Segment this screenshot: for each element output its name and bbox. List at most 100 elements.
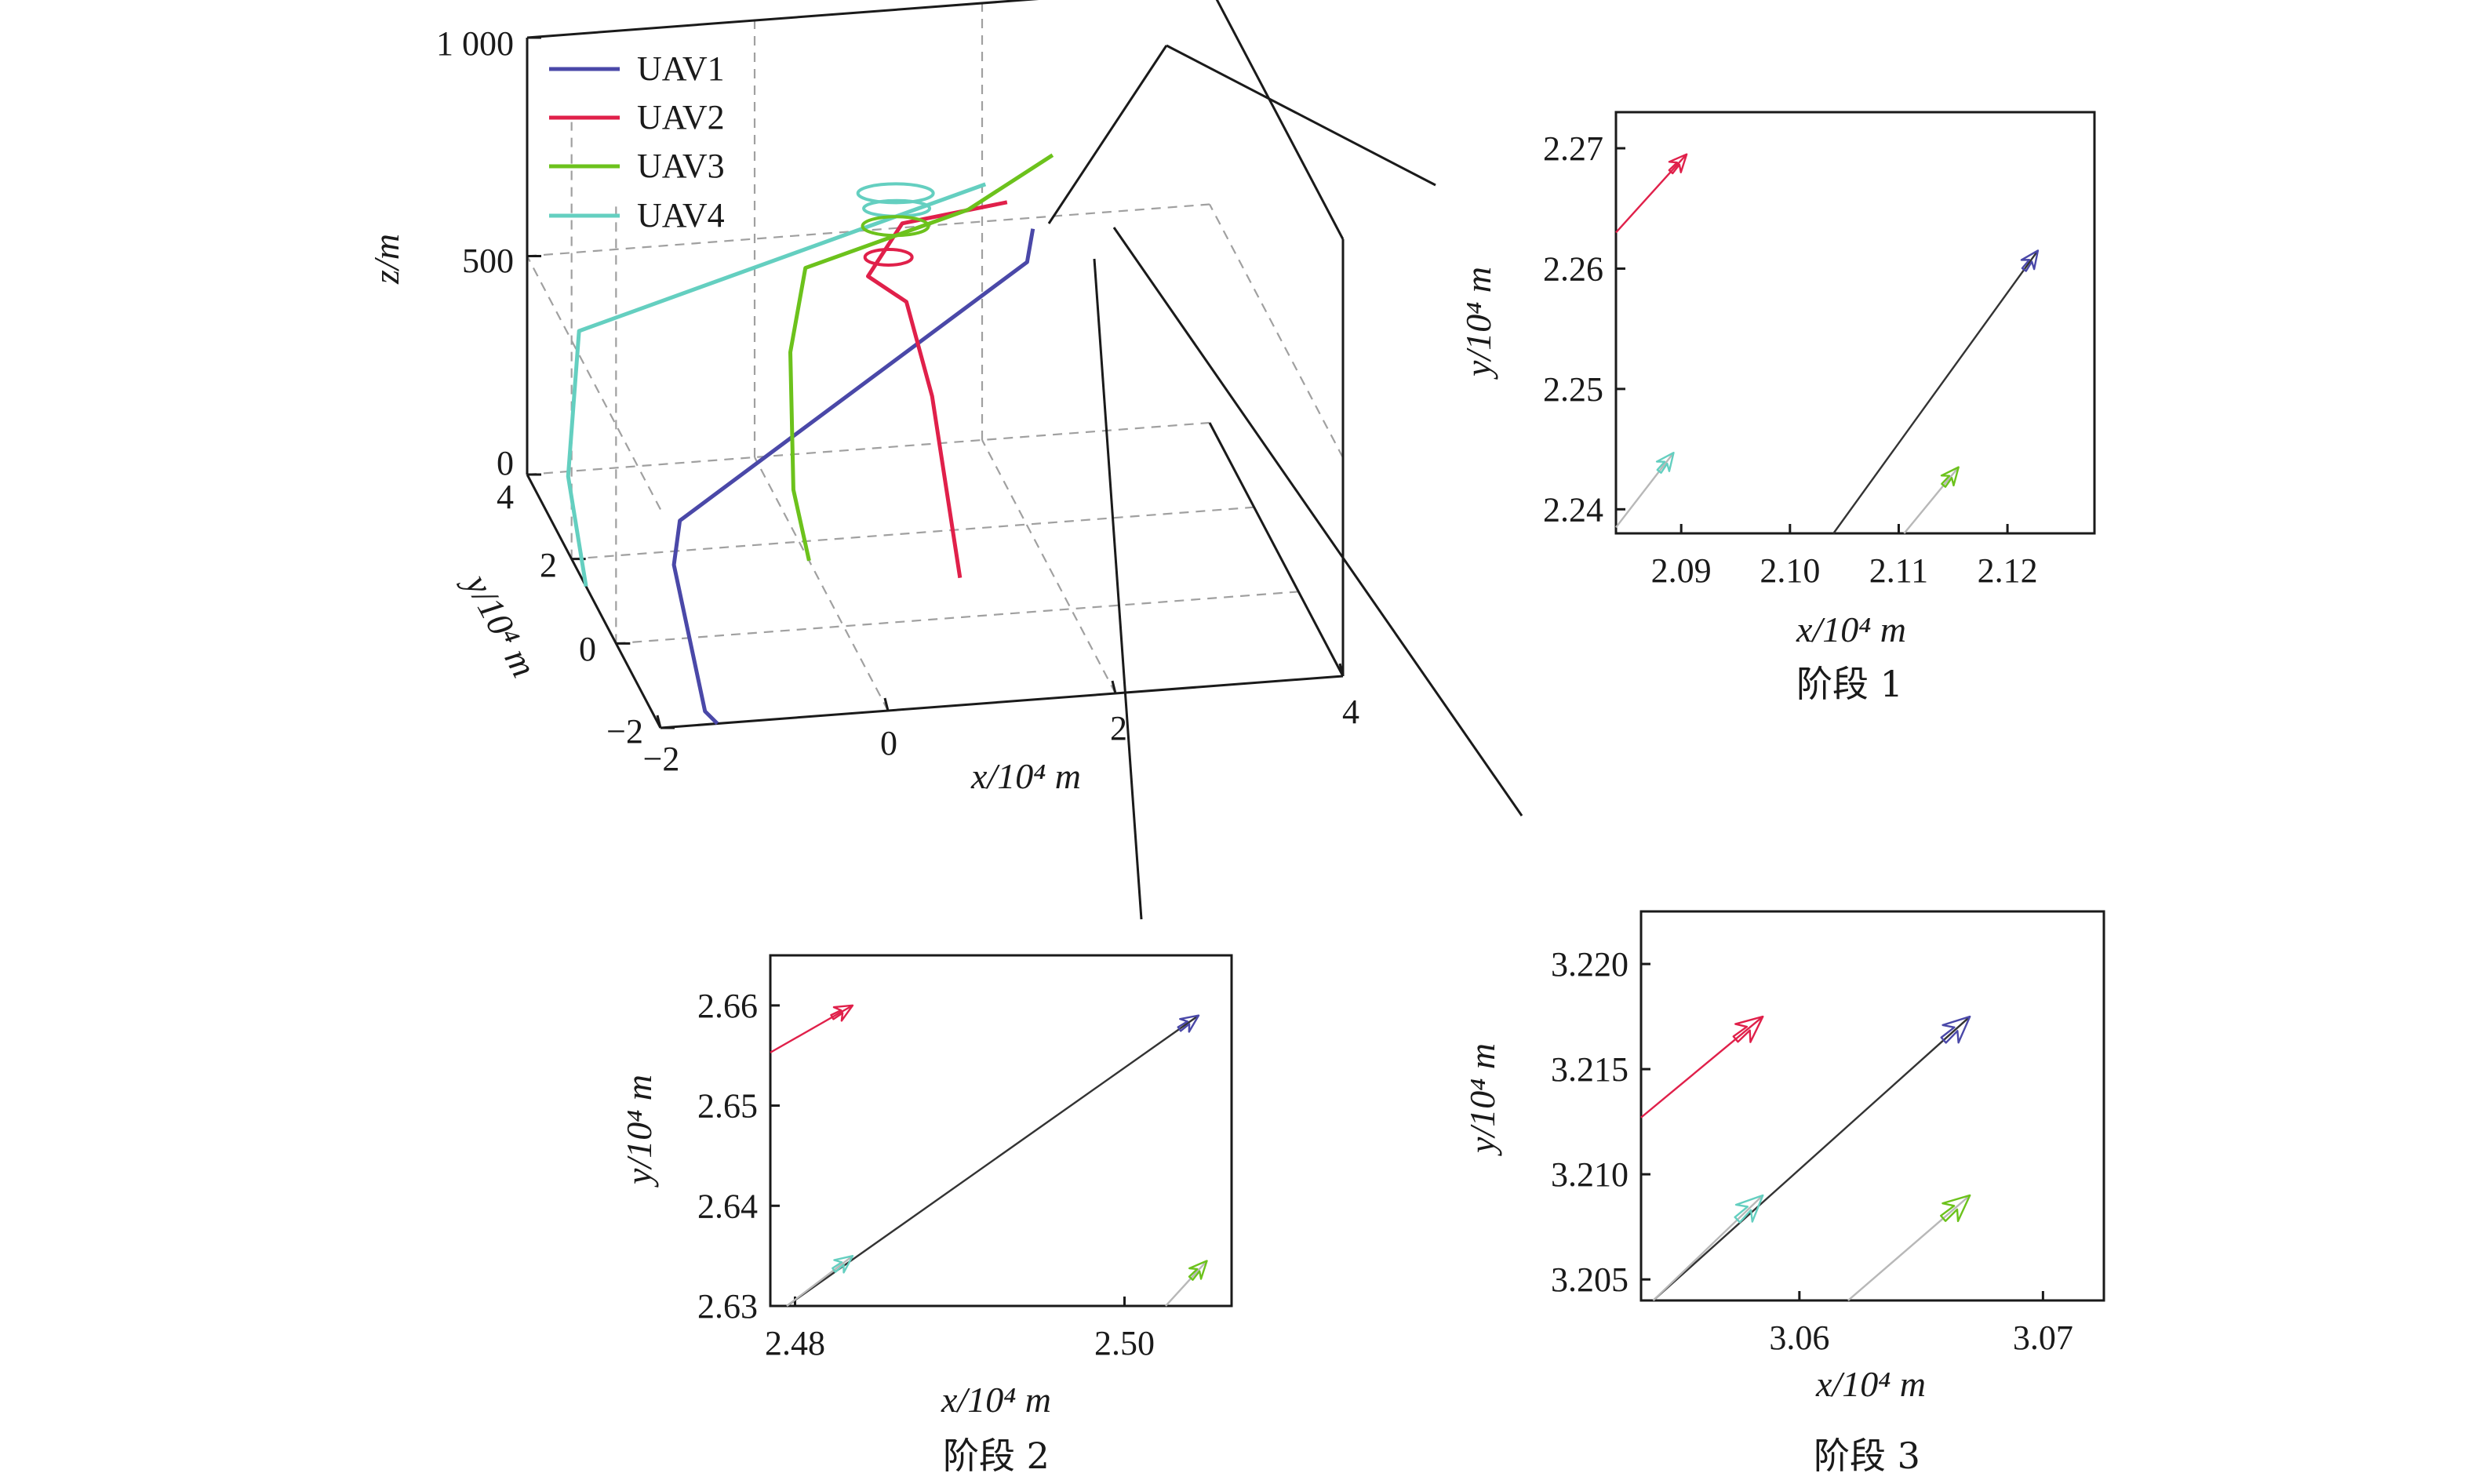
stage-2-caption: 阶段 2	[943, 1435, 1050, 1477]
x-tick-label: 3.07	[2013, 1319, 2073, 1357]
y-axis-line	[526, 474, 662, 729]
x-tick-label: 2.12	[1978, 551, 2038, 590]
top-right-edge	[1215, 0, 1345, 240]
y-tick-label: 2.66	[697, 987, 758, 1025]
stage-3-x-label: x/10⁴ m	[1815, 1364, 1926, 1404]
floor-gridline	[754, 456, 889, 711]
legend-label: UAV1	[637, 49, 725, 88]
legend: UAV1 UAV2 UAV3 UAV4	[549, 49, 725, 235]
x-tick-label: −2	[643, 740, 680, 778]
y-tick-label: 0	[579, 630, 596, 668]
legend-label: UAV3	[637, 147, 725, 185]
z-tick-label: 0	[497, 444, 514, 482]
x-tick-label: 2.11	[1869, 551, 1928, 590]
x-tick-label: 2.09	[1651, 551, 1712, 590]
legend-label: UAV2	[637, 98, 725, 136]
z-tick-label: 1 000	[436, 24, 514, 63]
legend-label: UAV4	[637, 196, 725, 235]
x-axis-label: x/10⁴ m	[970, 756, 1081, 796]
stage-1-caption: 阶段 1	[1796, 663, 1903, 705]
stage-3-y-label: y/10⁴ m	[1462, 1043, 1502, 1156]
aircraft-marker-uav3	[1940, 1194, 1971, 1223]
y-tick-label: 2.63	[697, 1287, 758, 1326]
track-uav2	[1640, 1016, 1764, 1118]
y-tick-label: 2.25	[1543, 370, 1603, 409]
connector-line	[1112, 227, 1523, 817]
stage-1-y-label: y/10⁴ m	[1458, 267, 1498, 380]
x-tick-label: 0	[880, 724, 897, 762]
trajectory-uav2	[866, 200, 1008, 579]
z-tick-label: 500	[462, 242, 514, 280]
x-tick-mark	[656, 715, 662, 729]
aircraft-marker-uav1	[1177, 1014, 1200, 1033]
track-uav4	[1615, 452, 1675, 529]
track-uav1	[1832, 249, 2039, 534]
aircraft-marker-uav2	[1668, 153, 1688, 175]
stage-1-x-label: x/10⁴ m	[1796, 609, 1906, 649]
y-tick-label: 2.65	[697, 1087, 758, 1126]
aircraft-marker-uav1	[1940, 1015, 1971, 1044]
aircraft-marker-uav2	[1732, 1015, 1764, 1043]
track-uav2	[770, 1004, 853, 1053]
connector-line	[1093, 258, 1143, 920]
zoom-connectors	[1047, 44, 1523, 920]
z-axis-label: z/m	[366, 234, 406, 285]
stage-2-inset: 2.48 2.50 2.63 2.64 2.65 2.66	[697, 954, 1233, 1362]
inset-frame	[769, 954, 1233, 1308]
x-tick-label: 2.50	[1094, 1324, 1155, 1362]
track-uav4	[1652, 1195, 1764, 1301]
track-uav4	[786, 1255, 853, 1307]
aircraft-marker-uav3	[1940, 466, 1960, 488]
x-tick-label: 2.10	[1760, 551, 1820, 590]
y-tick-label: −2	[606, 712, 643, 751]
loiter-loop-uav4	[856, 182, 935, 205]
side-wall-gridline	[526, 255, 661, 511]
y-tick-label: 2.24	[1543, 490, 1603, 529]
floor-right-edge	[1208, 422, 1345, 677]
y-tick-label: 2.26	[1543, 249, 1603, 288]
stage-1-inset: 2.09 2.10 2.11 2.12 2.24 2.25 2.26 2.27	[1543, 111, 2096, 590]
stage-3-caption: 阶段 3	[1814, 1435, 1920, 1477]
floor-gridline	[981, 439, 1116, 694]
main-3d-gridlines	[526, 3, 1344, 711]
right-wall-gridline	[1209, 203, 1344, 459]
x-tick-label: 2.48	[765, 1324, 825, 1362]
track-uav1	[786, 1014, 1199, 1307]
x-axis-line	[660, 675, 1344, 729]
x-tick-label: 3.06	[1769, 1319, 1829, 1357]
loiter-loop-uav3	[861, 215, 930, 238]
track-uav3	[1847, 1195, 1971, 1301]
stage-3-inset: 3.06 3.07 3.205 3.210 3.215 3.220	[1551, 910, 2105, 1357]
y-tick-label: 3.220	[1551, 945, 1629, 984]
aircraft-marker-uav2	[830, 1004, 854, 1022]
x-tick-label: 2	[1110, 709, 1127, 747]
stage-2-x-label: x/10⁴ m	[941, 1380, 1051, 1420]
main-3d-trajectories	[566, 153, 1054, 726]
y-tick-label: 3.215	[1551, 1050, 1629, 1089]
x-tick-mark	[883, 697, 890, 711]
y-tick-label: 2.27	[1543, 129, 1603, 168]
aircraft-marker-uav4	[832, 1254, 854, 1274]
connector-line	[1047, 45, 1168, 224]
floor-gridline	[616, 591, 1299, 645]
track-uav1	[1652, 1016, 1971, 1301]
inset-frame	[1614, 111, 2096, 535]
aircraft-marker-uav4	[1734, 1194, 1764, 1224]
x-tick-mark	[1338, 663, 1345, 677]
track-uav3	[1165, 1260, 1208, 1307]
trajectory-uav3	[788, 153, 1054, 562]
y-tick-label: 2	[540, 546, 557, 584]
loiter-loop-uav2	[863, 247, 914, 267]
connector-line	[1166, 44, 1436, 187]
stage-2-y-label: y/10⁴ m	[619, 1075, 659, 1188]
aircraft-marker-uav3	[1188, 1260, 1208, 1281]
top-back-edge	[526, 0, 1039, 39]
main-3d-box-frame	[526, 0, 1345, 729]
y-tick-label: 3.205	[1551, 1260, 1629, 1299]
y-axis-label: y/10⁴ m	[456, 565, 544, 683]
aircraft-marker-uav1	[2020, 249, 2040, 272]
aircraft-marker-uav4	[1655, 452, 1675, 474]
inset-frame	[1639, 910, 2105, 1302]
y-tick-label: 2.64	[697, 1187, 758, 1225]
